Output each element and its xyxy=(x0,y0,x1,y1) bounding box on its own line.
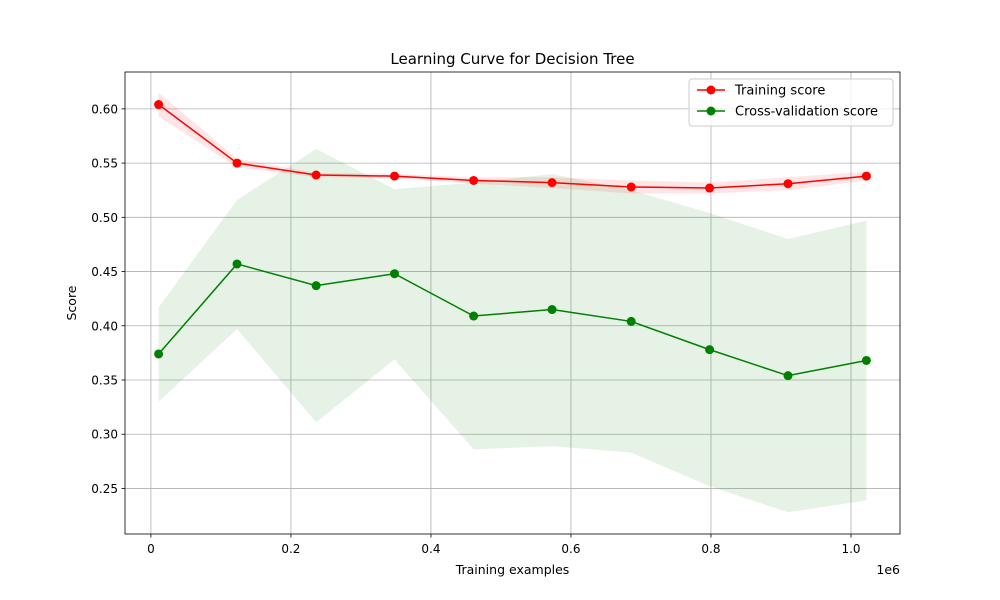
y-tick-label: 0.45 xyxy=(91,265,118,279)
grid-lines xyxy=(125,72,900,534)
training-point xyxy=(469,175,479,185)
y-tick-label: 0.25 xyxy=(91,482,118,496)
cross-validation-point xyxy=(547,305,557,315)
x-tick-label: 0.6 xyxy=(561,542,580,556)
cross-validation-point xyxy=(311,281,321,291)
series-lines xyxy=(158,103,867,377)
legend-marker-training xyxy=(706,85,716,95)
x-axis-label: Training examples xyxy=(455,562,570,577)
legend-marker-cross-validation xyxy=(706,106,716,116)
x-tick-label: 1.0 xyxy=(841,542,860,556)
cross-validation-point xyxy=(469,311,479,321)
y-tick-label: 0.40 xyxy=(91,319,118,333)
legend: Training score Cross-validation score xyxy=(688,78,894,127)
y-tick-label: 0.35 xyxy=(91,374,118,388)
cross-validation-point xyxy=(232,259,242,269)
cross-validation-point xyxy=(783,371,793,381)
y-axis-label: Score xyxy=(64,285,79,320)
cross-validation-point xyxy=(390,269,400,279)
cross-validation-line xyxy=(158,263,867,377)
y-tick-label: 0.30 xyxy=(91,428,118,442)
x-tick-label: 0.4 xyxy=(421,542,440,556)
x-axis-ticks: 0 0.2 0.4 0.6 0.8 1.0 xyxy=(147,534,861,556)
cross-validation-point xyxy=(626,316,636,326)
training-point xyxy=(154,100,164,110)
cross-validation-std-band xyxy=(158,149,867,513)
training-line xyxy=(158,103,867,189)
legend-label-training: Training score xyxy=(734,84,825,99)
y-tick-label: 0.55 xyxy=(91,157,118,171)
training-point xyxy=(390,171,400,181)
legend-box xyxy=(688,78,894,127)
cross-validation-point xyxy=(154,349,164,359)
cross-validation-point xyxy=(705,345,715,355)
training-point xyxy=(783,179,793,189)
x-tick-label: 0 xyxy=(147,542,155,556)
training-point xyxy=(626,182,636,192)
training-point xyxy=(547,178,557,188)
y-tick-label: 0.60 xyxy=(91,102,118,116)
x-tick-label: 0.8 xyxy=(701,542,720,556)
x-axis-offset-label: 1e6 xyxy=(876,562,900,577)
y-tick-label: 0.50 xyxy=(91,211,118,225)
y-axis-ticks: 0.25 0.30 0.35 0.40 0.45 0.50 0.55 0.60 xyxy=(91,102,125,496)
chart-title: Learning Curve for Decision Tree xyxy=(390,50,634,68)
x-tick-label: 0.2 xyxy=(281,542,300,556)
training-point xyxy=(311,170,321,180)
training-point xyxy=(705,183,715,193)
training-point xyxy=(232,158,242,168)
series-markers xyxy=(154,100,871,381)
legend-label-cross-validation: Cross-validation score xyxy=(735,105,878,120)
plot-frame xyxy=(124,71,901,535)
cross-validation-point xyxy=(861,355,871,365)
training-point xyxy=(861,171,871,181)
